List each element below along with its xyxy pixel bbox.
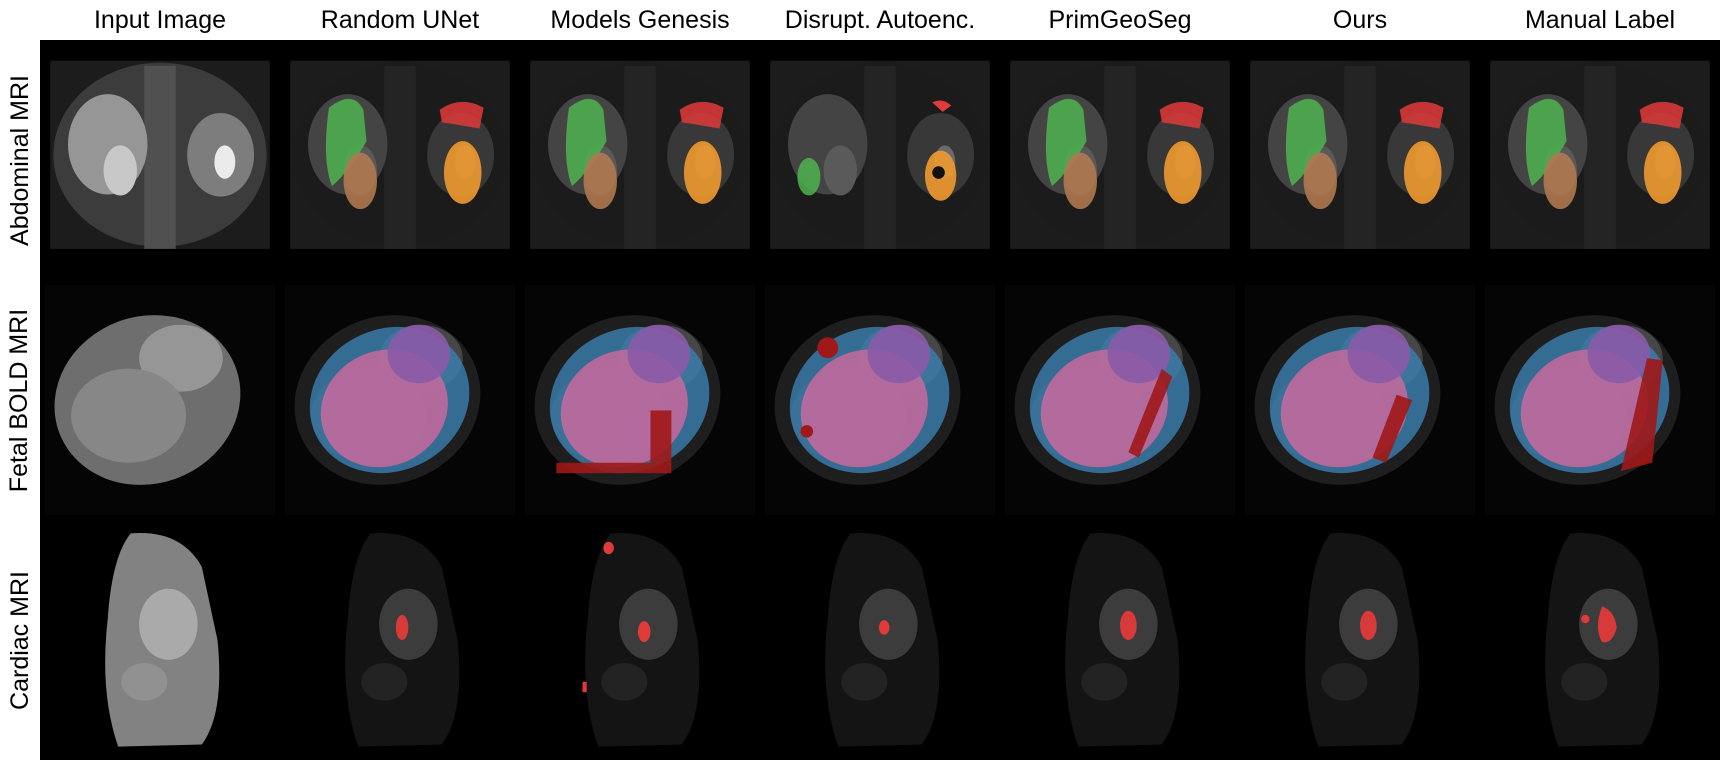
image-cardiac-primgeoseg — [1005, 525, 1235, 755]
row-label-cardiac-mri: Cardiac MRI — [5, 570, 34, 710]
image-cardiac-ours — [1245, 525, 1475, 755]
image-fetal-models-genesis — [525, 285, 755, 515]
image-cardiac-disrupt-autoenc — [765, 525, 995, 755]
image-abdominal-disrupt-autoenc — [765, 45, 995, 275]
column-header-manual-label: Manual Label — [1524, 6, 1676, 34]
image-fetal-primgeoseg — [1005, 285, 1235, 515]
image-abdominal-primgeoseg — [1005, 45, 1235, 275]
image-fetal-disrupt-autoenc — [765, 285, 995, 515]
image-fetal-random-unet — [285, 285, 515, 515]
image-fetal-input — [45, 285, 275, 515]
image-fetal-manual-label — [1485, 285, 1715, 515]
column-header-primgeoseg: PrimGeoSeg — [1048, 6, 1192, 34]
column-header-disrupt-autoenc: Disrupt. Autoenc. — [784, 6, 976, 34]
image-cardiac-random-unet — [285, 525, 515, 755]
image-abdominal-manual-label — [1485, 45, 1715, 275]
image-abdominal-input — [45, 45, 275, 275]
image-abdominal-models-genesis — [525, 45, 755, 275]
image-abdominal-random-unet — [285, 45, 515, 275]
column-header-ours: Ours — [1332, 6, 1388, 34]
image-cardiac-input — [45, 525, 275, 755]
image-cardiac-models-genesis — [525, 525, 755, 755]
column-header-input-image: Input Image — [93, 6, 227, 34]
row-label-abdominal-mri: Abdominal MRI — [5, 74, 34, 246]
image-grid — [40, 40, 1720, 760]
column-header-random-unet: Random UNet — [320, 6, 480, 34]
image-abdominal-ours — [1245, 45, 1475, 275]
row-label-fetal-bold-mri: Fetal BOLD MRI — [5, 308, 34, 492]
column-header-models-genesis: Models Genesis — [550, 6, 730, 34]
image-cardiac-manual-label — [1485, 525, 1715, 755]
image-fetal-ours — [1245, 285, 1475, 515]
